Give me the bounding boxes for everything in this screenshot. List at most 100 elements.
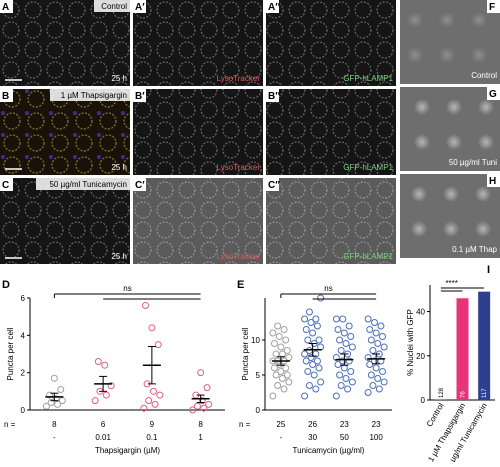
y-tick-label: 10 [251,336,260,345]
panel-label: A [2,2,9,13]
micrograph [133,89,263,175]
panel-label: C [2,180,9,191]
n-value: 25 [276,420,285,429]
data-point [369,382,377,389]
nucleus [475,186,491,202]
nucleus [443,221,459,237]
micrograph [133,0,263,86]
time-label: 25 h [111,74,127,83]
data-point [205,400,213,408]
nucleus [411,186,427,202]
data-point [305,308,313,316]
panel-label: B″ [268,91,280,102]
data-point [310,371,318,379]
n-value: 26 [308,420,317,429]
micrograph [133,178,263,264]
label-box [266,89,279,102]
nucleus [407,47,423,63]
x-tick-label: 100 [369,433,383,442]
panel-label: E [237,279,244,291]
n-value: 23 [340,420,349,429]
nucleus [478,134,494,150]
y-axis-label: Puncta per cell [6,327,15,380]
y-tick-label: 4 [21,331,26,340]
data-point [332,354,340,361]
y-tick-label: 2 [21,369,26,378]
n-label: 76 [461,391,467,398]
label-box [0,178,13,191]
x-tick-label: 1 [198,433,203,442]
nucleus [471,47,487,63]
y-tick-label: 5 [256,371,261,380]
condition-box [94,0,130,12]
nucleus [446,99,462,115]
label-box [487,174,500,187]
nucleus [407,12,423,28]
data-point [309,361,317,368]
x-axis-label: Thapsigargin (µM) [95,446,160,455]
condition-label: 1 µM Thapsigargin [61,91,127,100]
data-point [302,357,310,365]
data-point [367,371,375,379]
significance: ns [324,284,332,293]
panel-label: C″ [268,180,280,191]
data-point [379,368,387,375]
data-point [337,382,345,389]
data-point [301,350,309,358]
data-point [313,322,321,330]
channel-label: LysoTracker [217,74,261,83]
time-label: 25 h [111,252,127,261]
data-point [283,371,291,379]
data-point [107,382,115,390]
data-point [317,378,325,386]
data-point [345,322,353,330]
label-box [133,89,146,102]
panel-label: B′ [135,91,145,102]
data-point [315,336,323,344]
data-point [372,364,380,372]
data-point [148,324,156,332]
n-value: 6 [101,420,106,429]
data-point [42,402,50,410]
data-point [280,385,288,393]
data-point [307,319,315,326]
data-point [272,371,280,379]
data-point [332,315,340,323]
micrograph [266,178,396,264]
data-point [278,375,286,382]
data-point [52,395,60,403]
data-point [274,382,282,389]
y-axis-label: Puncta per cell [241,327,250,380]
data-point [315,364,323,372]
condition-box [50,89,130,101]
data-point [336,371,344,379]
data-point [369,347,377,354]
panel-label: G [489,89,497,100]
data-point [348,378,356,386]
data-point [307,354,315,361]
data-point [340,329,348,337]
data-point [270,340,278,347]
n-value: 9 [150,420,155,429]
label-box [133,178,146,191]
data-point [364,354,372,361]
data-point [149,387,157,395]
data-point [282,336,290,344]
y-tick-label: 0 [21,406,26,415]
data-point [336,336,344,344]
data-point [366,326,374,333]
data-point [58,397,66,405]
data-point [198,397,206,405]
data-point [94,357,102,365]
data-point [372,329,380,337]
y-tick-label: 0 [256,406,261,415]
y-tick-label: 20 [416,352,425,361]
nucleus [446,134,462,150]
n-label: n = [239,420,251,429]
data-point [374,340,382,347]
data-point [367,336,375,344]
data-point [304,336,312,344]
x-tick-label: 50 [340,433,349,442]
